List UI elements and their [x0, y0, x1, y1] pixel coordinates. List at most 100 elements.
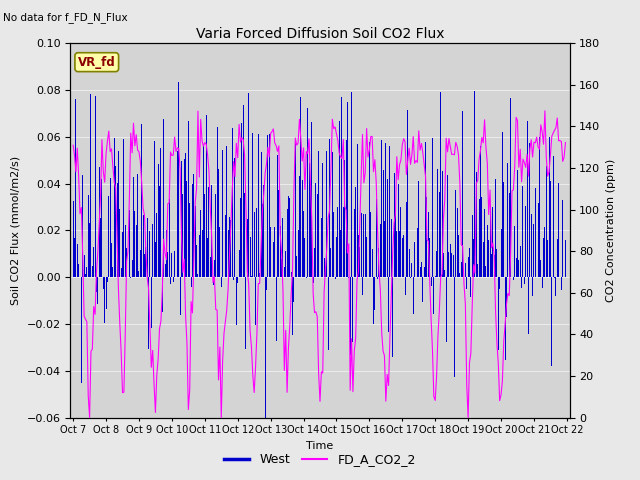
Bar: [177, 151, 178, 277]
Bar: [262, 204, 263, 277]
Bar: [522, 186, 524, 277]
Bar: [136, 225, 137, 277]
Bar: [469, 248, 470, 277]
Bar: [308, 163, 310, 277]
Bar: [284, 267, 285, 277]
Bar: [97, 277, 99, 304]
Bar: [443, 253, 444, 277]
Bar: [451, 253, 452, 277]
Bar: [553, 156, 554, 277]
Bar: [193, 174, 195, 277]
Bar: [343, 206, 344, 277]
Bar: [417, 228, 418, 277]
Bar: [358, 235, 359, 277]
Bar: [321, 218, 322, 277]
Bar: [229, 217, 230, 277]
Bar: [403, 235, 404, 277]
Bar: [217, 127, 218, 277]
Bar: [404, 277, 406, 295]
Bar: [169, 199, 170, 277]
Bar: [189, 203, 190, 277]
Bar: [204, 194, 205, 277]
Bar: [99, 167, 100, 277]
Bar: [462, 111, 463, 277]
Bar: [215, 193, 216, 277]
Bar: [280, 226, 281, 277]
Bar: [433, 277, 435, 313]
Bar: [439, 192, 440, 277]
Bar: [270, 227, 271, 277]
Bar: [428, 212, 429, 277]
Bar: [547, 240, 548, 277]
Bar: [380, 224, 381, 277]
Bar: [336, 237, 337, 277]
Bar: [354, 209, 355, 277]
Bar: [175, 198, 177, 277]
Bar: [349, 277, 351, 355]
Bar: [115, 166, 116, 277]
Bar: [118, 151, 119, 277]
Bar: [395, 211, 396, 277]
Bar: [392, 277, 393, 358]
Bar: [281, 259, 282, 277]
Bar: [78, 264, 79, 277]
Bar: [396, 231, 397, 277]
Bar: [333, 212, 334, 277]
Bar: [565, 240, 566, 277]
Bar: [203, 145, 204, 277]
Bar: [415, 236, 417, 277]
Bar: [162, 277, 163, 312]
Bar: [513, 277, 514, 280]
Bar: [540, 260, 541, 277]
Bar: [107, 277, 108, 282]
Bar: [195, 206, 196, 277]
Bar: [273, 242, 274, 277]
Bar: [129, 209, 130, 277]
Bar: [543, 238, 544, 277]
Bar: [356, 144, 358, 277]
Bar: [447, 175, 448, 277]
Bar: [367, 234, 369, 277]
Bar: [325, 269, 326, 277]
Bar: [188, 121, 189, 277]
Text: VR_fd: VR_fd: [78, 56, 116, 69]
Bar: [184, 159, 185, 277]
Bar: [480, 146, 481, 277]
Bar: [388, 277, 389, 332]
Bar: [100, 217, 101, 277]
Bar: [387, 179, 388, 277]
Bar: [313, 277, 314, 283]
Bar: [89, 223, 90, 277]
Bar: [237, 277, 238, 283]
Bar: [147, 218, 148, 277]
Bar: [465, 264, 466, 277]
Bar: [244, 193, 245, 277]
Bar: [223, 213, 225, 277]
Bar: [285, 251, 286, 277]
Bar: [282, 218, 284, 277]
Bar: [104, 277, 105, 323]
Bar: [196, 245, 197, 277]
Bar: [470, 277, 471, 297]
Bar: [232, 128, 233, 277]
Bar: [86, 267, 87, 277]
Bar: [248, 93, 249, 277]
Bar: [186, 181, 188, 277]
Bar: [374, 277, 375, 311]
Bar: [484, 209, 485, 277]
Bar: [103, 277, 104, 289]
Bar: [445, 277, 447, 342]
Bar: [539, 137, 540, 277]
Bar: [366, 237, 367, 277]
Bar: [561, 277, 562, 290]
Bar: [299, 176, 300, 277]
Bar: [425, 143, 426, 277]
Bar: [134, 211, 135, 277]
Bar: [351, 92, 352, 277]
Bar: [528, 277, 529, 335]
Bar: [289, 198, 291, 277]
Bar: [362, 277, 363, 295]
Bar: [328, 277, 329, 349]
Bar: [300, 96, 301, 277]
Bar: [259, 273, 260, 277]
